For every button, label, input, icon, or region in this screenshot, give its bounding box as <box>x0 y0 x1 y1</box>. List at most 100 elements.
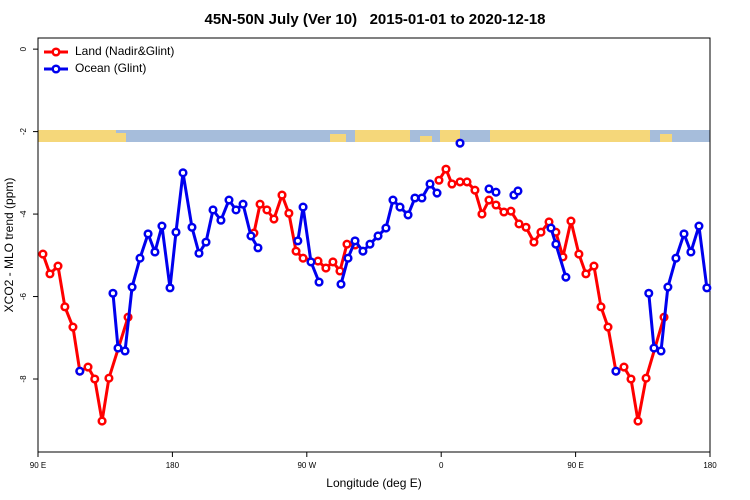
y-tick-label: -6 <box>19 292 28 300</box>
data-point <box>127 282 137 292</box>
data-point <box>68 322 78 332</box>
data-point <box>641 373 651 383</box>
data-point <box>321 263 331 273</box>
data-point <box>365 239 375 249</box>
data-point <box>491 187 501 197</box>
data-point <box>546 223 556 233</box>
data-point <box>434 175 444 185</box>
data-point <box>551 239 561 249</box>
data-point <box>671 253 681 263</box>
map-strip <box>38 130 710 142</box>
x-axis-label: Longitude (deg E) <box>326 476 421 490</box>
data-point <box>143 229 153 239</box>
data-point <box>432 188 442 198</box>
data-point <box>633 416 643 426</box>
legend-marker <box>51 47 61 57</box>
data-point <box>314 277 324 287</box>
x-tick-label: 180 <box>703 461 717 470</box>
data-point <box>514 219 524 229</box>
x-tick-label: 90 W <box>297 461 316 470</box>
data-point <box>171 227 181 237</box>
data-point <box>157 221 167 231</box>
data-point <box>313 256 323 266</box>
data-point <box>358 246 368 256</box>
data-point <box>513 186 523 196</box>
data-point <box>395 202 405 212</box>
data-point <box>694 221 704 231</box>
data-point <box>291 246 301 256</box>
data-point <box>104 373 114 383</box>
data-point <box>45 269 55 279</box>
legend-marker <box>51 64 61 74</box>
series-line <box>41 165 666 422</box>
data-point <box>342 239 352 249</box>
data-point <box>108 288 118 298</box>
data-point <box>611 366 621 376</box>
data-point <box>120 346 130 356</box>
data-point <box>201 237 211 247</box>
data-point <box>425 179 435 189</box>
data-point <box>417 193 427 203</box>
x-tick-label: 180 <box>166 461 180 470</box>
data-point <box>644 288 654 298</box>
data-point <box>499 207 509 217</box>
legend-label: Land (Nadir&Glint) <box>75 44 174 58</box>
data-point <box>135 253 145 263</box>
series-line <box>111 172 709 354</box>
chart-title: 45N-50N July (Ver 10) 2015-01-01 to 2020… <box>204 11 545 28</box>
data-point <box>53 261 63 271</box>
data-point <box>246 231 256 241</box>
data-point <box>373 231 383 241</box>
y-axis-label: XCO2 - MLO trend (ppm) <box>2 178 16 313</box>
data-point <box>90 374 100 384</box>
x-tick-label: 90 E <box>567 461 583 470</box>
data-point <box>293 236 303 246</box>
data-point <box>208 205 218 215</box>
data-point <box>447 179 457 189</box>
data-point <box>686 247 696 257</box>
data-point <box>97 416 107 426</box>
data-point <box>253 243 263 253</box>
data-point <box>38 249 48 259</box>
data-point <box>702 283 712 293</box>
data-point <box>224 195 234 205</box>
data-point <box>441 164 451 174</box>
data-point <box>663 282 673 292</box>
data-point <box>603 322 613 332</box>
data-point <box>335 266 345 276</box>
data-point <box>589 261 599 271</box>
data-point <box>484 195 494 205</box>
data-point <box>178 168 188 178</box>
data-point <box>269 214 279 224</box>
data-point <box>187 222 197 232</box>
data-point <box>679 229 689 239</box>
legend-label: Ocean (Glint) <box>75 61 146 75</box>
data-point <box>83 362 93 372</box>
data-point <box>649 343 659 353</box>
data-point <box>255 199 265 209</box>
data-point <box>277 190 287 200</box>
data-point <box>298 202 308 212</box>
data-point <box>410 193 420 203</box>
data-point <box>113 343 123 353</box>
x-tick-label: 90 E <box>30 461 46 470</box>
data-point <box>581 269 591 279</box>
plot-frame <box>37 37 711 453</box>
data-point <box>455 177 465 187</box>
data-point <box>462 177 472 187</box>
data-point <box>194 248 204 258</box>
data-point <box>626 374 636 384</box>
data-point <box>484 184 494 194</box>
data-point <box>381 223 391 233</box>
data-point <box>536 227 546 237</box>
data-point <box>574 249 584 259</box>
data-point <box>231 205 241 215</box>
data-point <box>336 279 346 289</box>
data-point <box>491 200 501 210</box>
data-point <box>455 138 465 148</box>
data-point <box>343 253 353 263</box>
data-point <box>298 253 308 263</box>
y-tick-label: -8 <box>19 375 28 383</box>
data-point <box>388 195 398 205</box>
